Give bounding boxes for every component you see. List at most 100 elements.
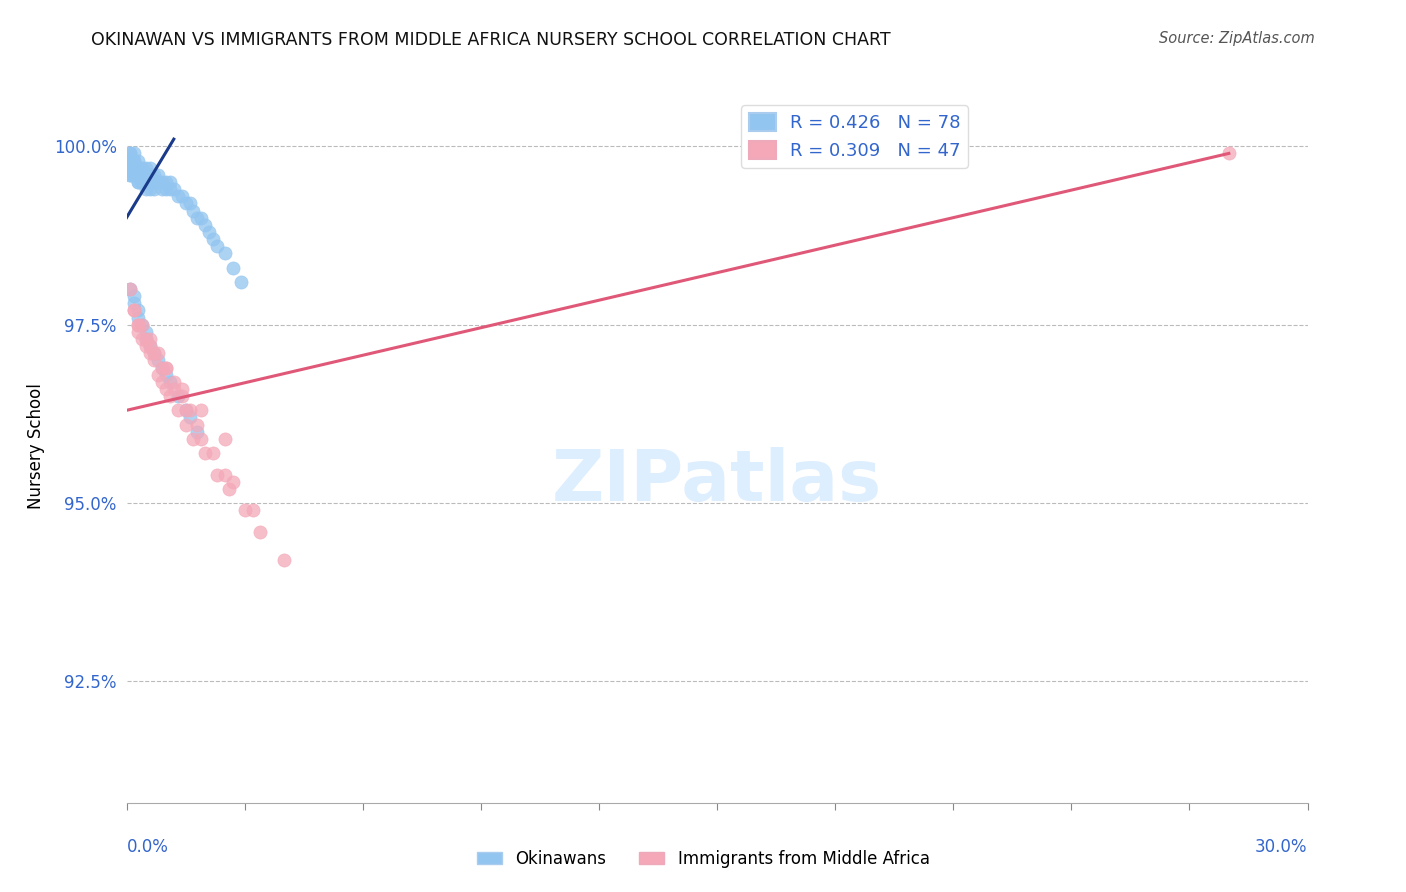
Point [229, 275, 252, 289]
Point [127, 175, 149, 189]
Point [233, 503, 256, 517]
Point [222, 475, 245, 489]
Point [159, 182, 181, 196]
Point [127, 161, 149, 175]
Point [127, 318, 149, 332]
Point [159, 375, 181, 389]
Point [127, 303, 149, 318]
Point [120, 161, 142, 175]
Point [131, 175, 153, 189]
Point [179, 410, 201, 425]
Point [139, 332, 162, 346]
Text: ZIPatlas: ZIPatlas [553, 447, 882, 516]
Point [150, 375, 173, 389]
Point [139, 182, 162, 196]
Y-axis label: Nursery School: Nursery School [28, 383, 45, 509]
Point [159, 175, 181, 189]
Point [127, 161, 149, 175]
Point [120, 168, 142, 182]
Point [190, 432, 212, 446]
Point [124, 153, 146, 168]
Point [120, 153, 142, 168]
Point [155, 368, 177, 382]
Point [124, 303, 146, 318]
Point [202, 232, 225, 246]
Point [124, 168, 146, 182]
Point [139, 339, 162, 353]
Point [242, 503, 264, 517]
Point [120, 146, 142, 161]
Point [170, 382, 193, 396]
Point [150, 182, 173, 196]
Point [273, 553, 295, 567]
Point [166, 189, 188, 203]
Point [214, 246, 236, 260]
Point [131, 175, 153, 189]
Legend: R = 0.426   N = 78, R = 0.309   N = 47: R = 0.426 N = 78, R = 0.309 N = 47 [741, 105, 967, 168]
Point [124, 146, 146, 161]
Point [166, 389, 188, 403]
Point [194, 218, 217, 232]
Point [174, 196, 197, 211]
Point [131, 318, 153, 332]
Point [150, 360, 173, 375]
Point [214, 467, 236, 482]
Point [135, 325, 157, 339]
Point [218, 482, 240, 496]
Point [146, 168, 169, 182]
Point [143, 168, 166, 182]
Point [127, 310, 149, 325]
Point [179, 196, 201, 211]
Point [155, 382, 177, 396]
Point [120, 168, 142, 182]
Point [163, 382, 186, 396]
Point [159, 389, 181, 403]
Point [249, 524, 271, 539]
Point [131, 168, 153, 182]
Point [124, 161, 146, 175]
Point [143, 346, 166, 360]
Point [186, 417, 208, 432]
Point [131, 168, 153, 182]
Point [174, 403, 197, 417]
Point [143, 353, 166, 368]
Point [205, 467, 228, 482]
Point [124, 296, 146, 310]
Point [139, 168, 162, 182]
Point [190, 403, 212, 417]
Point [146, 346, 169, 360]
Point [222, 260, 245, 275]
Point [139, 161, 162, 175]
Point [124, 303, 146, 318]
Point [131, 161, 153, 175]
Point [120, 161, 142, 175]
Point [150, 175, 173, 189]
Point [186, 425, 208, 439]
Legend: Okinawans, Immigrants from Middle Africa: Okinawans, Immigrants from Middle Africa [470, 844, 936, 875]
Point [150, 360, 173, 375]
Point [143, 346, 166, 360]
Point [135, 175, 157, 189]
Point [143, 175, 166, 189]
Text: OKINAWAN VS IMMIGRANTS FROM MIDDLE AFRICA NURSERY SCHOOL CORRELATION CHART: OKINAWAN VS IMMIGRANTS FROM MIDDLE AFRIC… [91, 31, 891, 49]
Point [124, 161, 146, 175]
Point [163, 182, 186, 196]
Point [135, 339, 157, 353]
Point [127, 318, 149, 332]
Point [174, 417, 197, 432]
Point [135, 332, 157, 346]
Point [170, 389, 193, 403]
Point [143, 182, 166, 196]
Point [214, 432, 236, 446]
Point [198, 225, 221, 239]
Point [155, 360, 177, 375]
Point [135, 161, 157, 175]
Point [127, 175, 149, 189]
Point [135, 332, 157, 346]
Point [186, 211, 208, 225]
Point [155, 360, 177, 375]
Point [146, 368, 169, 382]
Point [120, 153, 142, 168]
Point [124, 289, 146, 303]
Point [1218, 146, 1240, 161]
